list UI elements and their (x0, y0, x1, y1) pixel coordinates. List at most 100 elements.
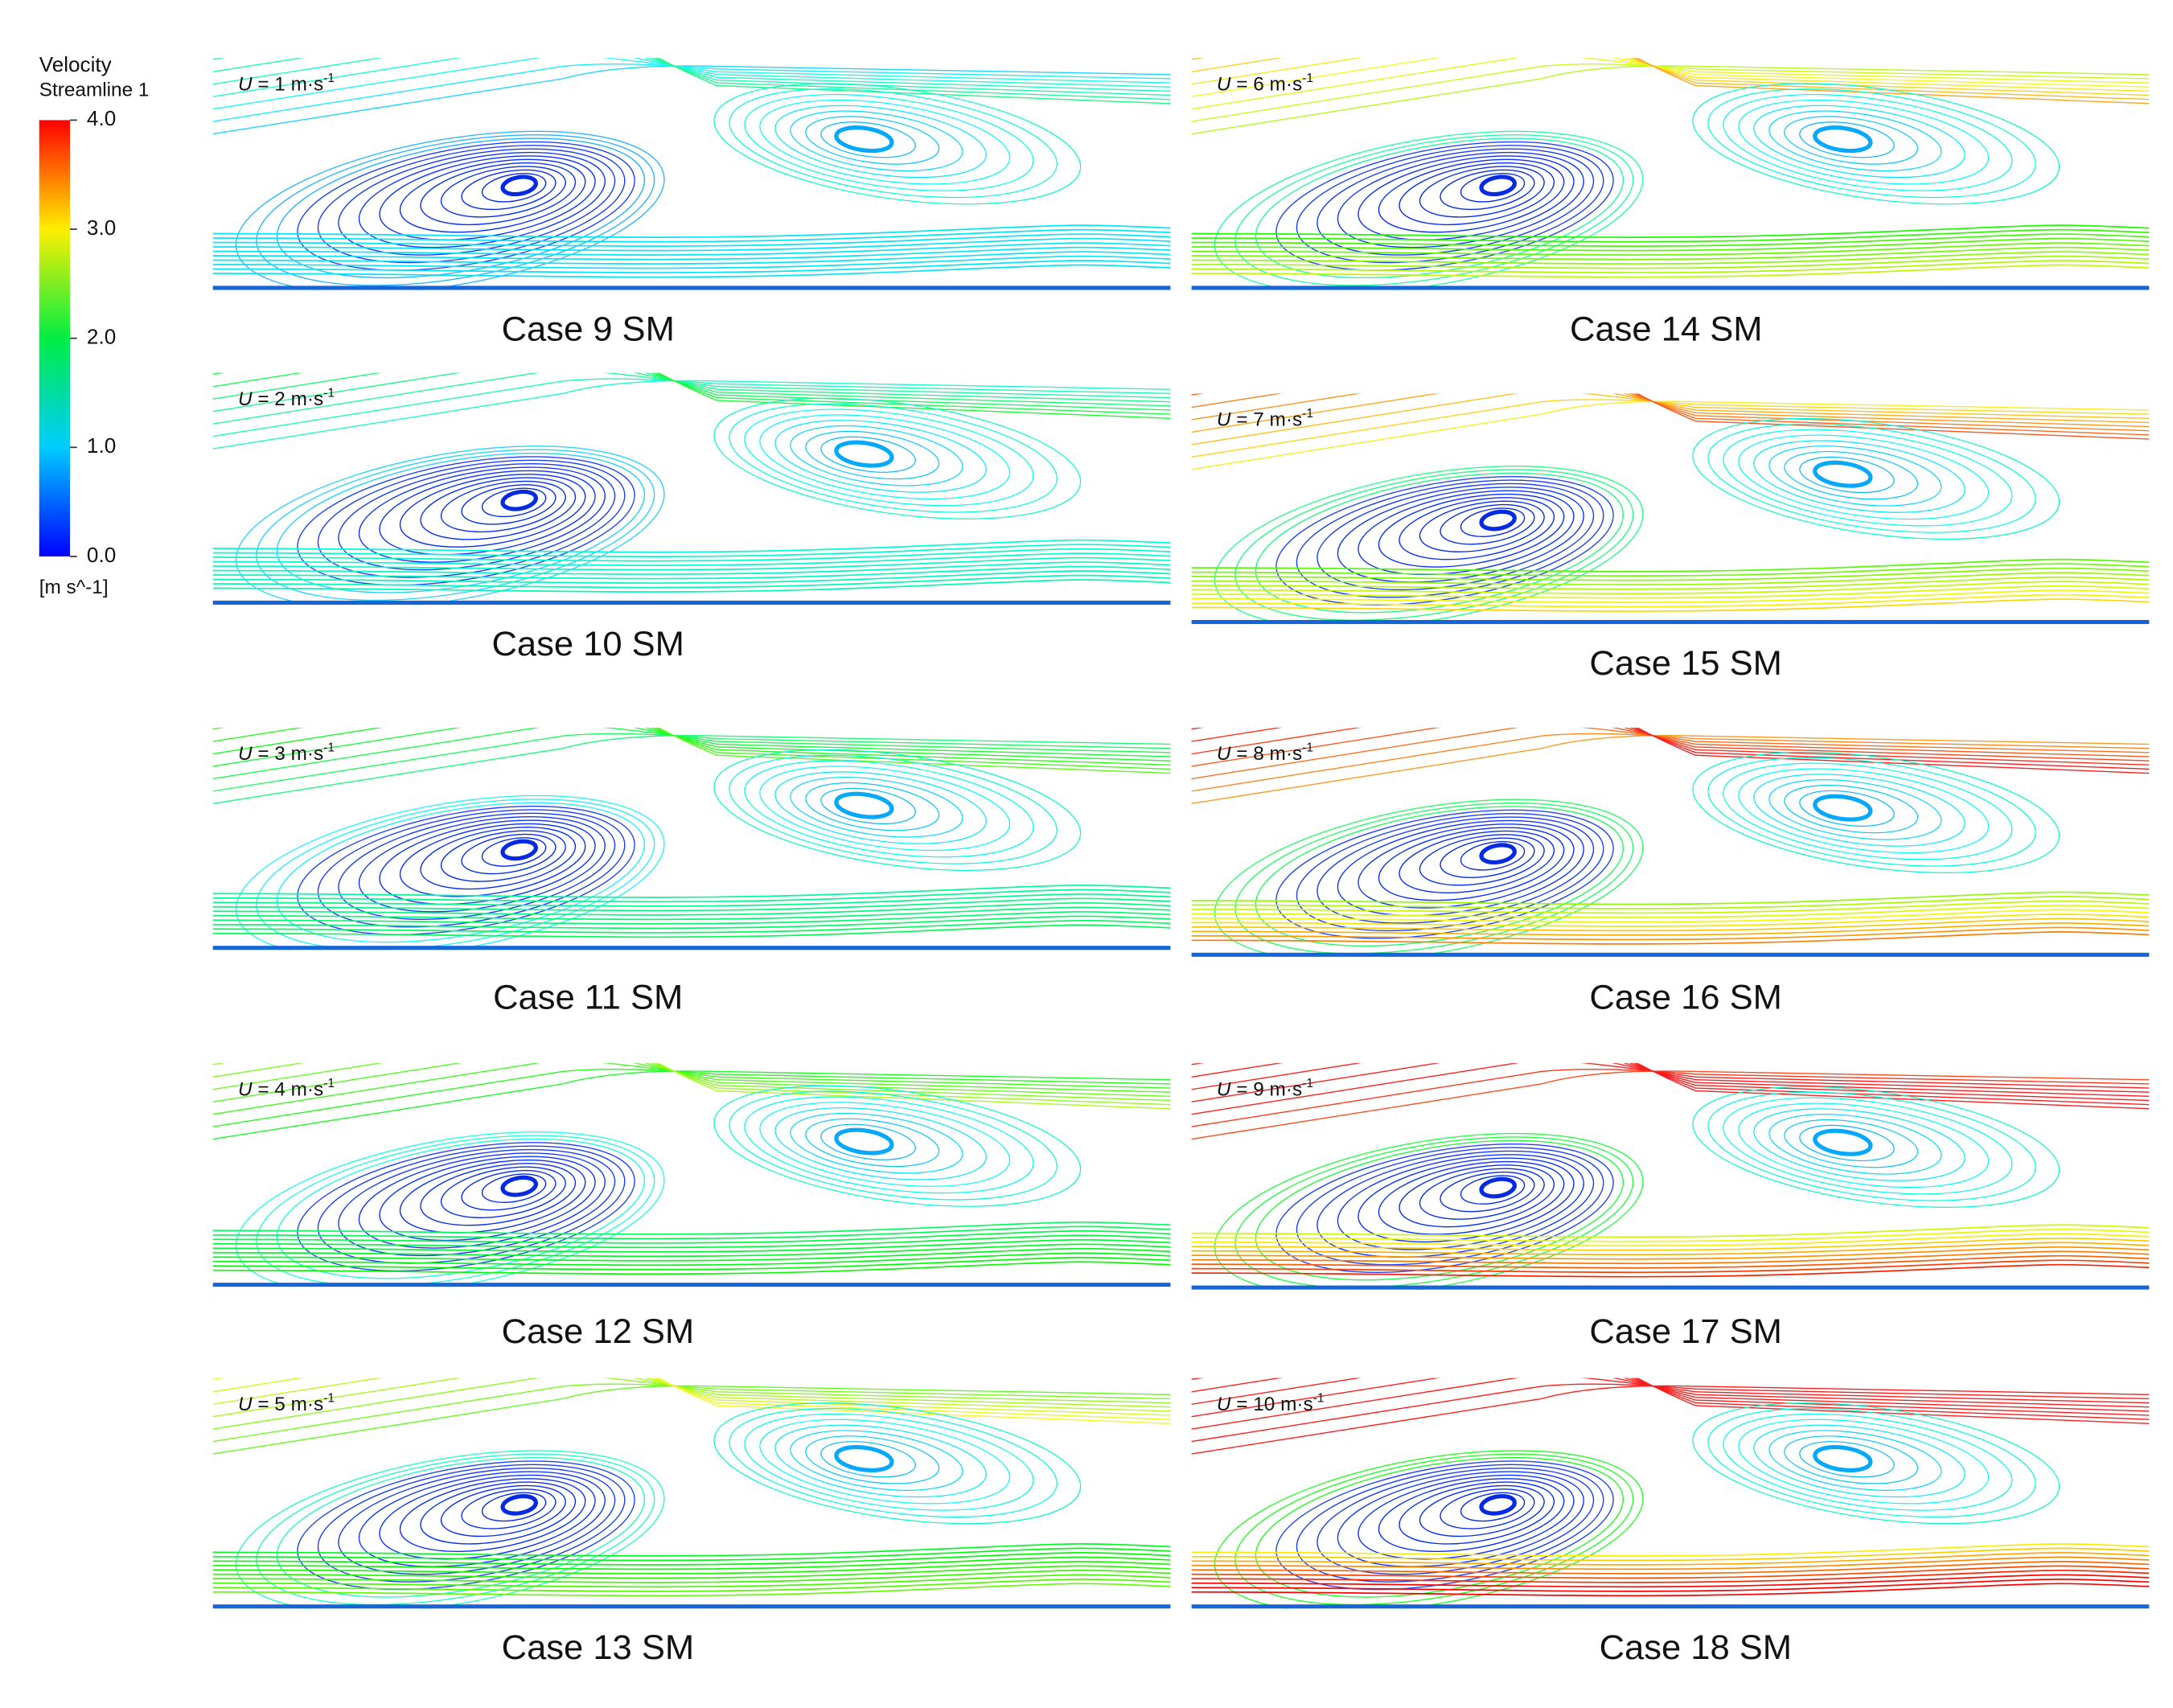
vortex-line (744, 1096, 1034, 1194)
vortex-line (1738, 1102, 1990, 1189)
vortex-line (358, 816, 606, 913)
streamline (1191, 914, 2150, 927)
streamline (1191, 1556, 2150, 1570)
vortex-line (1275, 141, 1614, 271)
streamline (1191, 593, 2150, 608)
streamline (1191, 567, 2150, 581)
streamline (1191, 1069, 2150, 1127)
vortex-line (805, 1435, 940, 1484)
streamline (1191, 233, 2150, 247)
vortex-line (461, 1170, 557, 1211)
streamline (1191, 727, 2150, 770)
vortex-line (1753, 1424, 1966, 1498)
vortex-line (1214, 799, 1644, 957)
streamline (1191, 1250, 2150, 1265)
vortex-line (1399, 830, 1555, 893)
streamline (657, 1377, 1171, 1424)
streamline (1191, 931, 2150, 945)
velocity-value: = 8 m·s (1231, 744, 1303, 766)
vortex-line (1440, 837, 1535, 878)
streamline (212, 1234, 1171, 1249)
velocity-exponent: -1 (1302, 741, 1313, 755)
streamline (1191, 1377, 2150, 1412)
vortex-line (1440, 503, 1535, 545)
streamline (1191, 251, 2150, 265)
vortex-line (1707, 1408, 2036, 1517)
streamline (212, 1261, 1171, 1275)
vortex-line (729, 754, 1058, 864)
vortex-line (1813, 794, 1873, 822)
vortex-line (1296, 1147, 1604, 1266)
vortex-line (256, 449, 655, 601)
streamline (1191, 922, 2150, 936)
streamline (212, 539, 1171, 553)
vortex-line (1723, 1413, 2013, 1511)
vortex-line (1738, 434, 1990, 520)
streamline (1191, 58, 2150, 101)
vortex-line (1214, 465, 1644, 625)
streamline (1191, 228, 2150, 243)
streamline (1191, 1565, 2150, 1579)
vortex-line (820, 787, 916, 824)
vortex-line (744, 1413, 1034, 1511)
vortex-line (1479, 1494, 1517, 1516)
vortex-line (1738, 768, 1990, 854)
vortex-line (1399, 497, 1555, 560)
vortex-line (1738, 99, 1990, 185)
streamline (1191, 1063, 2150, 1102)
vortex-line (1692, 751, 2060, 873)
vortex-line (1784, 116, 1919, 165)
velocity-symbol: U (1217, 409, 1231, 431)
streamline (212, 570, 1171, 584)
streamline (212, 1377, 1171, 1418)
vortex-line (1234, 469, 1634, 621)
vortex-line (1753, 1108, 1966, 1181)
vortex-line (461, 169, 557, 211)
streamline (1191, 1574, 2150, 1588)
vortex-line (1317, 1150, 1595, 1258)
colorbar-tick-label: 0.0 (87, 544, 116, 567)
streamline (1191, 1569, 2150, 1583)
vortex-line (1296, 1464, 1604, 1583)
streamline (1191, 1377, 2150, 1430)
colorbar-tick-label: 4.0 (87, 108, 116, 130)
velocity-exponent: -1 (1302, 72, 1313, 85)
streamline (1191, 393, 2150, 428)
streamline (212, 1063, 1171, 1098)
vortex-line (1440, 169, 1535, 211)
velocity-annotation: U = 5 m·s-1 (238, 1392, 335, 1416)
vortex-line (1460, 840, 1526, 871)
velocity-annotation: U = 8 m·s-1 (1217, 741, 1313, 766)
vortex-line (500, 489, 538, 511)
legend-title: Velocity (39, 54, 112, 76)
streamline (212, 237, 1171, 252)
vortex-line (1419, 166, 1545, 218)
case-label: Case 11 SM (493, 979, 683, 1017)
streamline (212, 1574, 1171, 1588)
streamline (212, 924, 1171, 938)
vortex-line (774, 1424, 987, 1498)
streamline (1191, 576, 2150, 590)
velocity-annotation: U = 9 m·s-1 (1217, 1077, 1313, 1101)
streamline (1191, 1259, 2150, 1274)
streamline (1191, 255, 2150, 269)
vortex-line (759, 1102, 1011, 1187)
streamline (212, 1226, 1171, 1240)
vortex-line (1419, 1484, 1545, 1538)
vortex-line (358, 1152, 606, 1249)
streamline (212, 1221, 1171, 1235)
streamline (212, 901, 1171, 916)
streamline (1191, 926, 2150, 941)
streamline (212, 893, 1171, 907)
velocity-exponent: -1 (323, 1077, 335, 1090)
vortex-line (820, 1123, 916, 1160)
streamline (212, 1230, 1171, 1244)
vortex-line (1768, 445, 1942, 507)
streamline (1191, 1263, 2150, 1278)
vortex-line (1813, 1128, 1873, 1156)
streamline (1191, 237, 2150, 252)
streamline-panel (212, 372, 1171, 606)
vortex-line (774, 420, 987, 493)
velocity-value: = 3 m·s (253, 744, 324, 766)
